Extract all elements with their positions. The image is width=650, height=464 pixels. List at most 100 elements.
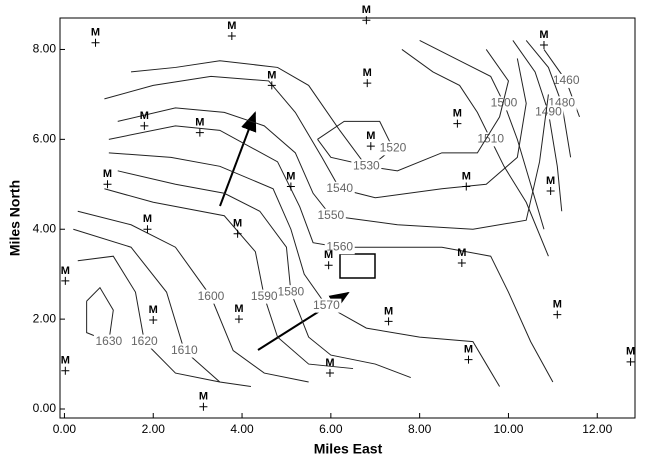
well-marker xyxy=(227,31,236,40)
well-marker xyxy=(363,79,372,88)
well-marker xyxy=(325,369,334,378)
well-marker xyxy=(140,121,149,130)
contour-label: 1580 xyxy=(278,284,305,298)
well-marker xyxy=(464,355,473,364)
contour-label-bg xyxy=(275,285,306,300)
well-label: M xyxy=(199,391,208,403)
well-marker xyxy=(267,81,276,90)
well-label: M xyxy=(626,346,635,358)
contour-label-bg xyxy=(351,159,382,174)
contour-label: 1620 xyxy=(131,334,158,348)
contour-label: 1540 xyxy=(326,181,353,195)
well-label: M xyxy=(325,357,334,369)
x-tick-label: 0.00 xyxy=(53,422,77,436)
contour-label-bg xyxy=(311,298,342,313)
well-marker xyxy=(324,261,333,270)
well-label: M xyxy=(234,303,243,315)
y-axis-label: Miles North xyxy=(7,180,23,256)
contour-label: 1600 xyxy=(198,289,225,303)
well-label: M xyxy=(453,108,462,120)
contour-label-bg xyxy=(169,343,200,358)
contour-label: 1490 xyxy=(535,105,562,119)
well-label: M xyxy=(366,130,375,142)
well-marker xyxy=(199,402,208,411)
site-box xyxy=(339,253,376,279)
well-marker xyxy=(149,316,158,325)
contour-label-bg xyxy=(195,289,226,304)
x-tick-label: 12.00 xyxy=(582,422,612,436)
well-label: M xyxy=(384,305,393,317)
well-marker xyxy=(462,182,471,191)
well-marker xyxy=(362,16,371,25)
well-label: M xyxy=(457,247,466,259)
y-tick-label: 4.00 xyxy=(33,221,57,235)
well-label: M xyxy=(324,249,333,261)
x-tick-label: 4.00 xyxy=(230,422,254,436)
well-marker xyxy=(626,357,635,366)
y-tick-label: 0.00 xyxy=(33,401,57,415)
contour-label: 1460 xyxy=(553,73,580,87)
flow-arrow xyxy=(219,111,257,207)
contour-label: 1630 xyxy=(95,334,122,348)
well-label: M xyxy=(143,213,152,225)
contour-line xyxy=(104,188,354,370)
contour-label-bg xyxy=(324,240,355,255)
plot-frame xyxy=(59,17,636,419)
contour-label-bg xyxy=(489,96,520,111)
contour-line xyxy=(117,170,411,379)
well-label: M xyxy=(362,4,371,16)
well-label: M xyxy=(233,218,242,230)
contour-line xyxy=(108,152,501,387)
y-tick-label: 2.00 xyxy=(33,311,57,325)
well-label: M xyxy=(546,175,555,187)
well-marker xyxy=(61,276,70,285)
well-marker xyxy=(539,40,548,49)
well-label: M xyxy=(363,67,372,79)
contour-line xyxy=(73,228,251,388)
contour-label: 1570 xyxy=(313,298,340,312)
contour-label-bg xyxy=(378,141,409,156)
y-tick-label: 8.00 xyxy=(33,42,57,56)
x-tick-label: 6.00 xyxy=(319,422,343,436)
contour-line xyxy=(525,40,572,158)
contour-label-bg xyxy=(93,334,124,349)
well-label: M xyxy=(462,170,471,182)
well-marker xyxy=(286,182,295,191)
well-marker xyxy=(103,180,112,189)
contour-label-bg xyxy=(324,181,355,196)
x-tick-label: 2.00 xyxy=(142,422,166,436)
well-label: M xyxy=(286,170,295,182)
well-marker xyxy=(553,310,562,319)
well-marker xyxy=(233,229,242,238)
contour-line xyxy=(117,94,549,230)
x-tick-label: 8.00 xyxy=(408,422,432,436)
well-label: M xyxy=(227,20,236,32)
well-label: M xyxy=(61,355,70,367)
contour-label: 1550 xyxy=(317,208,344,222)
contour-label-bg xyxy=(533,105,564,120)
well-marker xyxy=(143,225,152,234)
contour-label: 1520 xyxy=(380,141,407,155)
well-label: M xyxy=(61,265,70,277)
well-marker xyxy=(195,128,204,137)
well-marker xyxy=(546,187,555,196)
contour-label-bg xyxy=(315,208,346,223)
well-marker xyxy=(234,315,243,324)
y-tick-label: 6.00 xyxy=(33,132,57,146)
well-label: M xyxy=(91,27,100,39)
contour-label: 1530 xyxy=(353,158,380,172)
well-marker xyxy=(453,119,462,128)
well-label: M xyxy=(149,304,158,316)
contour-line xyxy=(86,286,114,343)
contour-label: 1590 xyxy=(251,289,278,303)
well-label: M xyxy=(464,343,473,355)
well-label: M xyxy=(553,299,562,311)
contour-label: 1560 xyxy=(326,239,353,253)
well-marker xyxy=(366,142,375,151)
well-marker xyxy=(384,317,393,326)
contour-line xyxy=(77,255,220,383)
contour-label-bg xyxy=(129,334,160,349)
contour-label-bg xyxy=(551,73,582,88)
well-label: M xyxy=(103,168,112,180)
